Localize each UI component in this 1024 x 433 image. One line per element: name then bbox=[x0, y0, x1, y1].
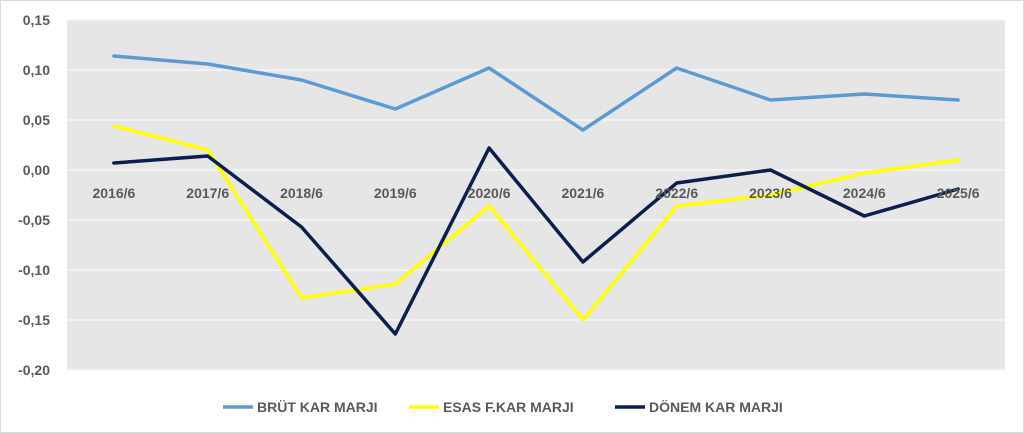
series-line-2 bbox=[112, 124, 960, 322]
series-line-1 bbox=[112, 54, 960, 132]
y-tick-label: 0,05 bbox=[23, 112, 50, 128]
plot-area bbox=[67, 20, 1005, 370]
x-tick-label: 2023/6 bbox=[749, 185, 792, 201]
y-tick-label: 0,00 bbox=[23, 162, 50, 178]
legend-label: ESAS F.KAR MARJI bbox=[443, 399, 574, 415]
legend: BRÜT KAR MARJI ESAS F.KAR MARJI DÖNEM KAR … bbox=[223, 399, 783, 415]
x-tick-label: 2021/6 bbox=[561, 185, 604, 201]
x-tick-label: 2019/6 bbox=[374, 185, 417, 201]
series-lines bbox=[112, 54, 960, 336]
legend-label: DÖNEM KAR MARJI bbox=[649, 399, 783, 415]
x-tick-label: 2018/6 bbox=[280, 185, 323, 201]
y-tick-label: -0,20 bbox=[18, 362, 50, 378]
x-tick-label: 2020/6 bbox=[468, 185, 511, 201]
x-tick-label: 2022/6 bbox=[655, 185, 698, 201]
y-tick-label: -0,10 bbox=[18, 262, 50, 278]
y-axis-tick-labels: 0,15 0,10 0,05 0,00 -0,05 -0,10 -0,15 -0,20 bbox=[18, 12, 50, 378]
y-tick-label: -0,05 bbox=[18, 212, 50, 228]
y-tick-label: -0,15 bbox=[18, 312, 50, 328]
x-axis-tick-labels: 2016/6 2017/6 2018/6 2019/6 2020/6 2021/6 2022… bbox=[92, 185, 979, 201]
x-tick-label: 2025/6 bbox=[937, 185, 980, 201]
x-tick-label: 2016/6 bbox=[92, 185, 135, 201]
x-tick-label: 2017/6 bbox=[186, 185, 229, 201]
y-tick-label: 0,15 bbox=[23, 12, 50, 28]
legend-label: BRÜT KAR MARJI bbox=[257, 399, 378, 415]
series-line-3 bbox=[112, 146, 960, 336]
x-tick-label: 2024/6 bbox=[843, 185, 886, 201]
y-tick-label: 0,10 bbox=[23, 62, 50, 78]
